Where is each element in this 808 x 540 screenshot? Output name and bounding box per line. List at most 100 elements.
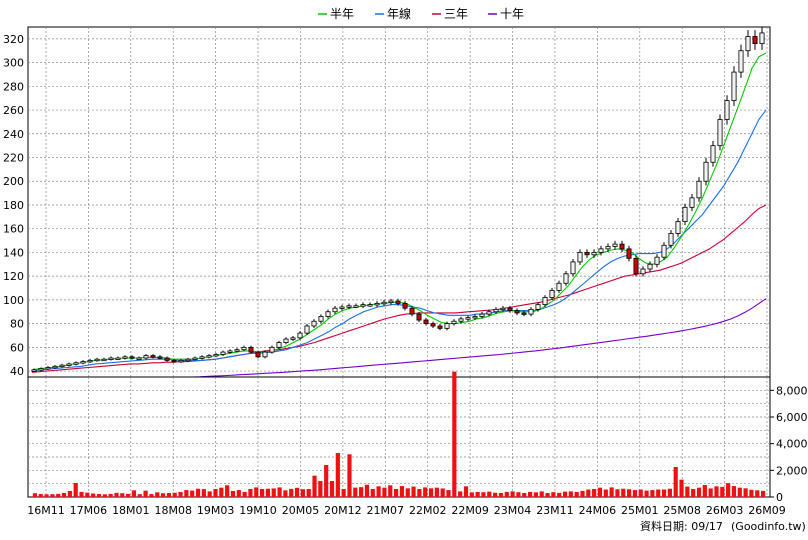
volume-bar	[760, 490, 766, 497]
volume-bar	[551, 492, 556, 497]
candle-body	[206, 355, 212, 358]
candle-body	[633, 257, 639, 275]
candle-body	[388, 300, 394, 303]
x-tick-label: 23M04	[494, 504, 532, 517]
x-tick-label: 22M02	[409, 504, 447, 517]
y-tick-label: 280	[3, 80, 24, 93]
volume-bar	[557, 492, 562, 497]
volume-bar	[178, 491, 183, 497]
volume-bar	[213, 489, 218, 497]
candle-body	[549, 289, 555, 298]
volume-bar	[341, 489, 346, 497]
volume-bars	[32, 371, 766, 497]
candle-body	[297, 332, 303, 339]
x-tick-label: 25M08	[663, 504, 701, 517]
x-tick-label: 22M09	[451, 504, 489, 517]
candle-body	[171, 359, 177, 363]
candle-body	[451, 320, 457, 325]
candle-body	[563, 273, 569, 284]
candle-body	[374, 303, 380, 306]
volume-bar	[195, 488, 201, 497]
candle-body	[626, 248, 632, 259]
candle-body	[346, 305, 352, 308]
x-tick-label: 18M01	[112, 504, 150, 517]
volume-bar	[236, 490, 241, 497]
ma-10year-line	[185, 298, 767, 379]
volume-bar	[673, 467, 678, 497]
candle-body	[675, 221, 681, 234]
y-tick-label: 60	[10, 341, 24, 354]
x-tick-label: 19M10	[239, 504, 277, 517]
y-tick-label: 140	[3, 246, 24, 259]
volume-bar	[44, 494, 49, 497]
candle-body	[472, 316, 478, 319]
volume-bar	[510, 491, 515, 497]
volume-bar	[726, 483, 731, 497]
candle-body	[493, 308, 499, 313]
candle-body	[395, 300, 401, 304]
candle-body	[528, 308, 534, 315]
y-tick-label: 120	[3, 270, 24, 283]
candle-body	[318, 316, 324, 322]
candle-body	[325, 311, 331, 317]
volume-bar	[533, 492, 538, 497]
candle-body	[416, 313, 422, 321]
y-tick-label: 160	[3, 223, 24, 236]
volume-bar	[376, 486, 381, 497]
candle-body	[535, 304, 541, 310]
volume-bar	[755, 490, 760, 497]
volume-bar	[428, 488, 434, 497]
volume-bar	[149, 494, 154, 497]
volume-bar	[656, 489, 661, 497]
candle-body	[430, 323, 436, 327]
x-tick-label: 26M09	[748, 504, 786, 517]
volume-bar	[300, 489, 305, 497]
volume-plot-area	[27, 376, 771, 498]
volume-bar	[108, 493, 113, 497]
candle-body	[220, 351, 226, 355]
volume-bar	[463, 486, 469, 497]
candle-body	[360, 304, 366, 307]
volume-bar	[743, 488, 748, 497]
volume-bar	[423, 487, 428, 497]
volume-bar	[481, 492, 486, 497]
candle-body	[724, 100, 730, 120]
volume-bar	[79, 491, 84, 497]
volume-bar	[61, 493, 67, 497]
volume-bar	[440, 488, 445, 497]
volume-bar	[91, 493, 96, 497]
volume-bar	[661, 489, 667, 497]
candle-body	[542, 297, 548, 306]
volume-panel: 0 2,000 4,000 6,000 8,000	[27, 371, 808, 504]
volume-bar	[102, 494, 107, 497]
volume-bar	[405, 488, 410, 497]
volume-bar	[265, 488, 271, 497]
y-tick-label: 300	[3, 57, 24, 70]
candle-body	[59, 364, 65, 368]
volume-bar	[143, 490, 148, 497]
candle-body	[80, 361, 86, 364]
volume-bar	[137, 494, 142, 497]
volume-bar	[230, 491, 236, 497]
candle-body	[353, 305, 359, 308]
volume-bar	[696, 487, 702, 497]
volume-bar	[644, 490, 649, 497]
y-tick-label: 40	[10, 365, 24, 378]
volume-bar	[248, 489, 253, 497]
volume-bar	[603, 489, 608, 497]
candle-body	[577, 252, 583, 263]
volume-bar	[627, 489, 632, 497]
volume-bar	[114, 492, 119, 497]
volume-bar	[73, 483, 78, 497]
candle-body	[185, 358, 191, 362]
volume-bar	[411, 486, 416, 497]
y-tick-label: 240	[3, 128, 24, 141]
volume-bar	[609, 487, 614, 497]
candle-body	[262, 351, 268, 358]
volume-bar	[586, 489, 591, 497]
candle-body	[640, 268, 646, 275]
volume-bar	[166, 493, 171, 497]
volume-bar	[38, 494, 43, 497]
price-plot-area	[27, 26, 771, 378]
